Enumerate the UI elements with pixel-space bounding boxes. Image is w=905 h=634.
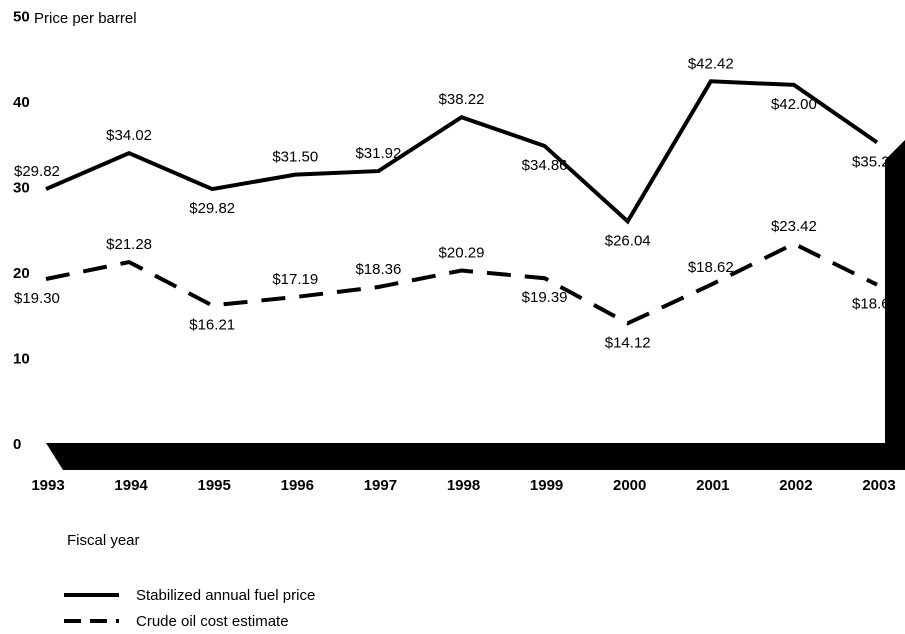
x-tick-label: 1998: [447, 477, 480, 494]
x-tick-label: 2003: [862, 477, 895, 494]
data-label: $31.92: [355, 145, 401, 162]
y-axis-title: Price per barrel: [34, 10, 137, 27]
y-tick-label: 40: [13, 94, 30, 111]
x-tick-label: 1993: [31, 477, 64, 494]
data-labels: $29.82 $34.02 $29.82 $31.50 $31.92 $38.22 $34.…: [14, 55, 898, 351]
data-label: $18.62: [688, 259, 734, 276]
data-label: $26.04: [605, 232, 651, 249]
data-label: $19.30: [14, 290, 60, 307]
legend-item-dashed: Crude oil cost estimate: [64, 608, 315, 634]
y-tick-label: 20: [13, 265, 30, 282]
data-label: $17.19: [272, 271, 318, 288]
x-tick-label: 1994: [114, 477, 148, 494]
solid-line-swatch-icon: [64, 589, 124, 601]
x-tick-label: 2001: [696, 477, 729, 494]
legend-label-dashed: Crude oil cost estimate: [136, 613, 289, 630]
data-label: $20.29: [439, 245, 485, 262]
data-label: $14.12: [605, 334, 651, 351]
x-tick-label: 1996: [281, 477, 314, 494]
x-tick-label: 1999: [530, 477, 563, 494]
data-label: $34.02: [106, 127, 152, 144]
y-tick-label: 30: [13, 180, 30, 197]
data-label: $18.36: [355, 261, 401, 278]
x-axis: 1993 1994 1995 1996 1997 1998 1999 2000 2001 2002…: [31, 477, 895, 494]
data-label: $18.63: [852, 296, 898, 313]
data-label: $23.42: [771, 218, 817, 235]
data-label: $21.28: [106, 236, 152, 253]
y-tick-label: 0: [13, 436, 21, 453]
data-label: $19.39: [522, 289, 568, 306]
legend-label-solid: Stabilized annual fuel price: [136, 587, 315, 604]
y-axis: 0 10 20 30 40 50: [13, 9, 30, 454]
data-label: $38.22: [439, 91, 485, 108]
chart-floor: [46, 443, 885, 470]
x-tick-label: 2002: [779, 477, 812, 494]
legend-item-solid: Stabilized annual fuel price: [64, 582, 315, 608]
data-label: $29.82: [189, 200, 235, 217]
x-tick-label: 2000: [613, 477, 646, 494]
series-group: [46, 81, 877, 323]
data-label: $29.82: [14, 163, 60, 180]
line-chart: 0 10 20 30 40 50 1993 1994 1995 1996 1997 1998 1999…: [0, 0, 905, 530]
data-label: $35.28: [852, 153, 898, 170]
data-label: $16.21: [189, 316, 235, 333]
data-label: $34.86: [522, 157, 568, 174]
x-tick-label: 1997: [364, 477, 397, 494]
x-tick-label: 1995: [198, 477, 231, 494]
data-label: $42.42: [688, 55, 734, 72]
dashed-line-swatch-icon: [64, 615, 124, 627]
legend: Stabilized annual fuel price Crude oil c…: [64, 582, 315, 634]
data-label: $31.50: [272, 149, 318, 166]
y-tick-label: 50: [13, 9, 30, 26]
x-axis-title: Fiscal year: [67, 532, 140, 549]
data-label: $42.00: [771, 96, 817, 113]
y-tick-label: 10: [13, 351, 30, 368]
